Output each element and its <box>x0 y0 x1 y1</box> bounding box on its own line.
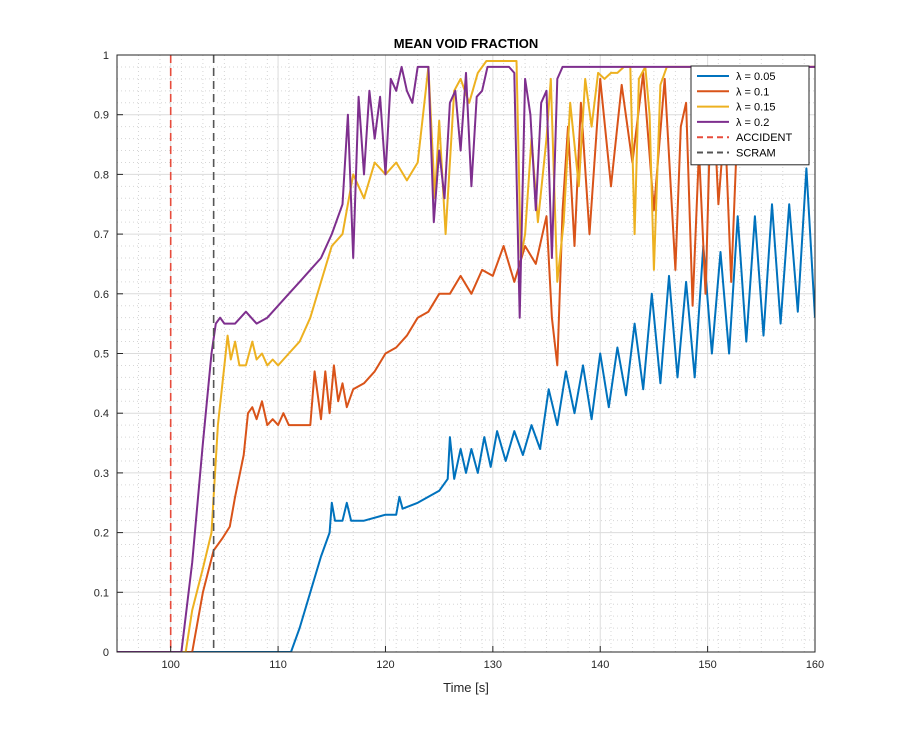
legend-label: SCRAM <box>736 148 776 160</box>
legend-label: ACCIDENT <box>736 132 793 144</box>
y-tick-label: 0.5 <box>94 349 109 361</box>
legend-label: λ = 0.2 <box>736 117 769 129</box>
x-axis-label: Time [s] <box>443 680 489 695</box>
y-tick-label: 0 <box>103 647 109 659</box>
legend-box <box>690 65 810 166</box>
x-tick-label: 130 <box>484 659 502 671</box>
legend: λ = 0.05 λ = 0.1 λ = 0.15 λ = 0.2 ACCIDENT SC… <box>690 65 810 166</box>
y-tick-label: 1 <box>103 50 109 62</box>
y-tick-label: 0.3 <box>94 468 109 480</box>
chart-title: MEAN VOID FRACTION <box>394 36 538 51</box>
y-tick-label: 0.8 <box>94 169 109 181</box>
series-line-4 <box>117 65 815 652</box>
legend-label: λ = 0.05 <box>736 71 775 83</box>
legend-label: λ = 0.1 <box>736 86 769 98</box>
x-tick-label: 120 <box>376 659 394 671</box>
x-tick-label: 110 <box>269 659 287 671</box>
y-tick-label: 0.1 <box>94 587 109 599</box>
x-axis: 100 110 120 130 140 150 160 <box>162 646 824 671</box>
vline-layer <box>169 55 215 652</box>
y-tick-label: 0.7 <box>94 229 109 241</box>
y-tick-label: 0.2 <box>94 528 109 540</box>
y-tick-label: 0.6 <box>94 289 109 301</box>
x-tick-label: 160 <box>806 659 824 671</box>
series-line-1 <box>117 167 815 652</box>
series-line-2 <box>117 65 815 652</box>
legend-label: λ = 0.15 <box>736 102 775 114</box>
y-tick-label: 0.9 <box>94 110 109 122</box>
x-tick-label: 140 <box>591 659 609 671</box>
x-tick-label: 150 <box>698 659 716 671</box>
y-tick-label: 0.4 <box>94 408 109 420</box>
x-tick-label: 100 <box>162 659 180 671</box>
series-layer <box>117 60 815 652</box>
y-axis: 0 0.1 0.2 0.3 0.4 0.5 0.6 0.7 0.8 0.9 1 <box>94 50 123 659</box>
